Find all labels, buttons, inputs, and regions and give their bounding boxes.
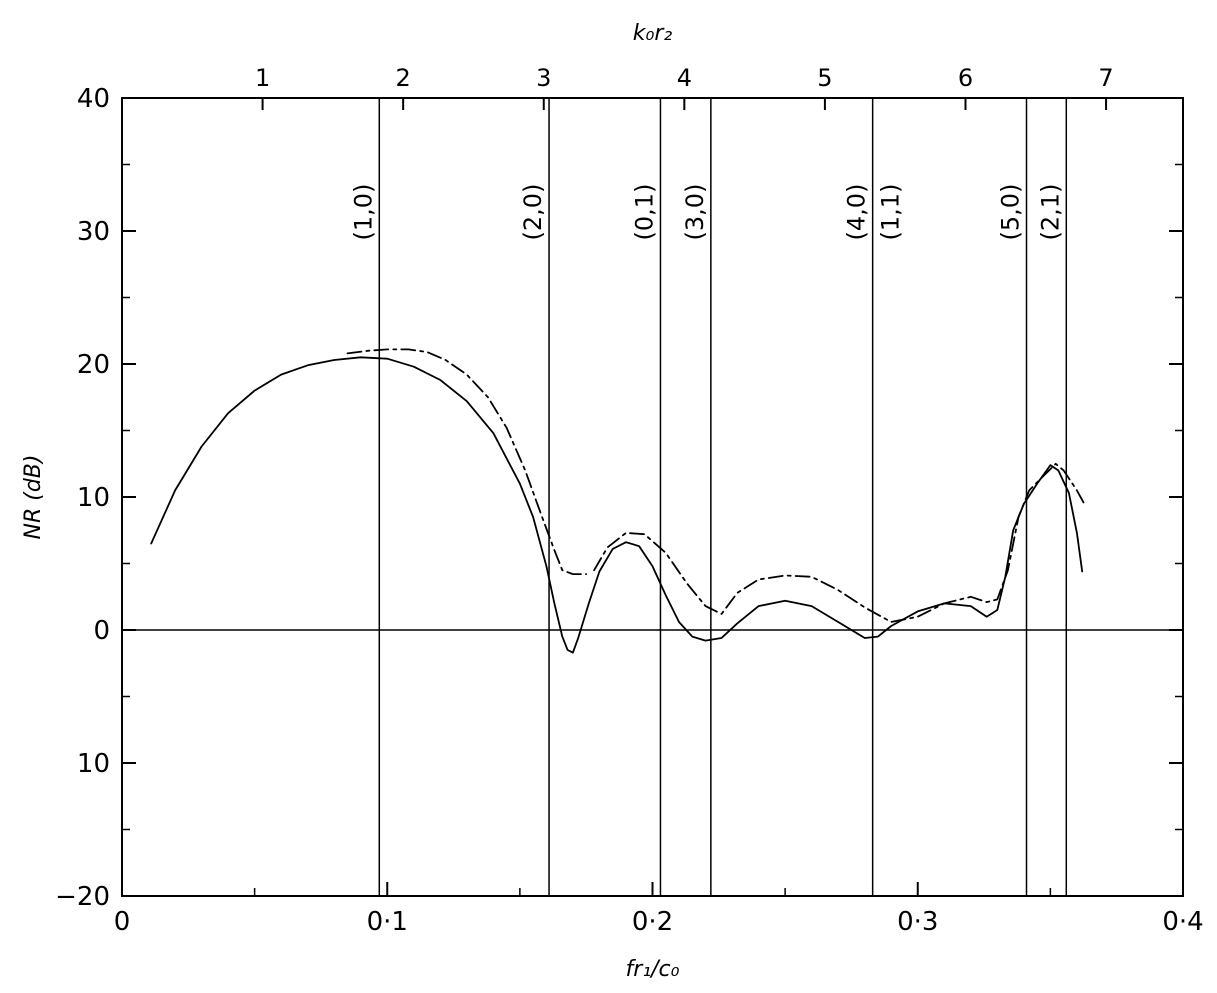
- x-tick-label: 0·4: [1162, 907, 1203, 937]
- mode-label: (4,0): [843, 184, 871, 241]
- x-axis-title: fr₁/c₀: [626, 957, 680, 982]
- y-tick-label: 10: [77, 749, 110, 779]
- mode-label: (2,1): [1036, 184, 1064, 241]
- mode-lines-layer: [378, 98, 1068, 896]
- mode-label: (1,0): [349, 184, 377, 241]
- y-tick-label: −20: [55, 882, 110, 912]
- x-tick-label: 0·1: [367, 907, 408, 937]
- top-tick-label: 6: [958, 64, 973, 92]
- x-tick-label: 0·3: [897, 907, 938, 937]
- axes-layer: [121, 97, 1184, 897]
- y-tick-label: 20: [77, 350, 110, 380]
- y-tick-label: 10: [77, 483, 110, 513]
- y-axis-title: NR (dB): [21, 455, 46, 540]
- mode-label: (0,1): [630, 184, 658, 241]
- series-solid-line: [150, 356, 1084, 654]
- mode-label: (5,0): [997, 184, 1025, 241]
- top-tick-label: 1: [255, 64, 270, 92]
- top-tick-label: 7: [1098, 64, 1113, 92]
- top-tick-label: 3: [536, 64, 551, 92]
- mode-label: (1,1): [877, 184, 905, 241]
- y-tick-label: 40: [77, 84, 110, 114]
- top-tick-label: 4: [677, 64, 692, 92]
- x-tick-label: 0·2: [632, 907, 673, 937]
- y-tick-label: 30: [77, 217, 110, 247]
- series-dash-dot-line: [593, 462, 1086, 623]
- y-tick-label: 0: [93, 616, 110, 646]
- series-dash-dot-line: [346, 348, 588, 575]
- mode-label: (3,0): [681, 184, 709, 241]
- top-axis-title: k₀r₂: [633, 21, 673, 46]
- mode-label: (2,0): [519, 184, 547, 241]
- top-tick-label: 2: [396, 64, 411, 92]
- x-tick-label: 0: [114, 907, 131, 937]
- series-layer: [150, 348, 1086, 654]
- top-tick-label: 5: [817, 64, 832, 92]
